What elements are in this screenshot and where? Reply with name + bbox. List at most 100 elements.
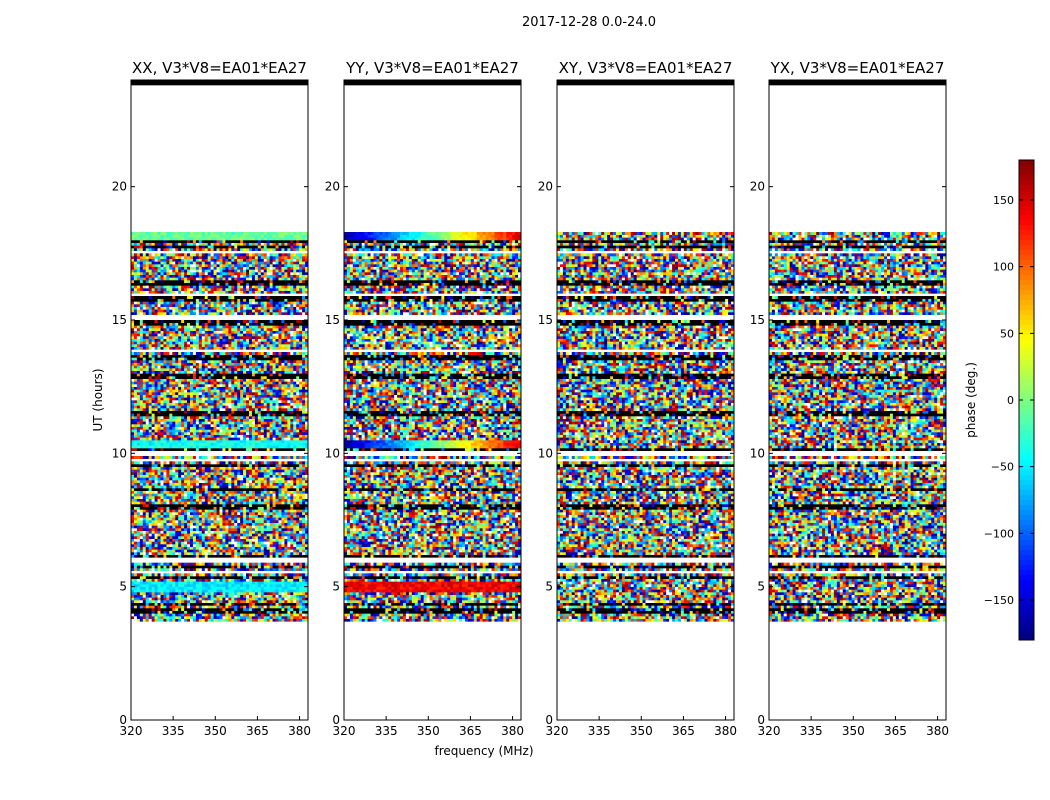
heatmap-cell: [305, 517, 308, 521]
heatmap-cell: [190, 506, 194, 510]
heatmap-cell: [195, 405, 200, 409]
heatmap-cell: [195, 565, 200, 569]
heatmap-cell: [139, 432, 144, 435]
heatmap-cell: [192, 544, 197, 547]
heatmap-cell: [284, 581, 288, 585]
heatmap-cell: [207, 597, 211, 601]
heatmap-cell: [266, 482, 270, 486]
heatmap-cell: [222, 440, 226, 443]
heatmap-cell: [178, 610, 182, 614]
heatmap-cell: [175, 578, 179, 582]
heatmap-cell: [163, 530, 167, 534]
heatmap-cell: [175, 477, 179, 481]
heatmap-cell: [148, 381, 152, 385]
heatmap-cell: [131, 384, 135, 387]
heatmap-cell: [157, 576, 161, 579]
heatmap-cell: [293, 437, 297, 441]
heatmap-cell: [181, 410, 185, 414]
heatmap-cell: [133, 501, 138, 505]
heatmap-cell: [225, 384, 229, 387]
heatmap-cell: [263, 536, 267, 539]
heatmap-cell: [228, 536, 232, 539]
heatmap-cell: [290, 405, 294, 409]
heatmap-cell: [166, 536, 170, 539]
heatmap-cell: [266, 538, 270, 542]
heatmap-cell: [181, 517, 185, 521]
heatmap-cell: [175, 440, 179, 443]
heatmap-cell: [154, 424, 158, 427]
heatmap-cell: [234, 602, 238, 606]
heatmap-cell: [166, 477, 170, 481]
heatmap-cell: [166, 562, 170, 566]
heatmap-cell: [225, 594, 229, 598]
heatmap-cell: [246, 528, 250, 531]
heatmap-cell: [154, 490, 158, 494]
heatmap-cell: [198, 584, 203, 587]
heatmap-cell: [287, 538, 291, 542]
heatmap-cell: [260, 461, 265, 465]
heatmap-cell: [184, 506, 188, 510]
heatmap-cell: [172, 469, 176, 473]
heatmap-cell: [254, 466, 259, 470]
heatmap-cell: [299, 400, 303, 403]
heatmap-cell: [190, 544, 194, 547]
heatmap-cell: [151, 512, 155, 515]
heatmap-cell: [160, 586, 164, 590]
heatmap-cell: [133, 546, 138, 550]
heatmap-cell: [184, 586, 188, 590]
heatmap-cell: [290, 554, 294, 558]
heatmap-cell: [210, 448, 214, 451]
heatmap-cell: [166, 506, 170, 510]
heatmap-cell: [210, 474, 214, 478]
heatmap-cell: [142, 520, 147, 523]
heatmap-cell: [272, 597, 276, 601]
heatmap-cell: [287, 392, 291, 395]
heatmap-cell: [163, 466, 167, 470]
heatmap-cell: [157, 514, 161, 518]
heatmap-cell: [225, 586, 229, 590]
heatmap-cell: [225, 434, 229, 438]
heatmap-cell: [237, 442, 241, 446]
heatmap-cell: [151, 520, 155, 523]
heatmap-cell: [243, 584, 247, 587]
heatmap-cell: [219, 496, 223, 499]
heatmap-cell: [131, 616, 135, 619]
heatmap-cell: [237, 528, 241, 531]
heatmap-cell: [148, 490, 152, 494]
heatmap-cell: [243, 418, 247, 422]
heatmap-cell: [254, 549, 259, 553]
heatmap-cell: [216, 498, 220, 502]
heatmap-cell: [131, 410, 135, 414]
heatmap-cell: [266, 525, 270, 529]
heatmap-cell: [263, 432, 267, 435]
heatmap-cell: [284, 389, 288, 393]
heatmap-cell: [299, 405, 303, 409]
heatmap-cell: [151, 448, 155, 451]
heatmap-cell: [275, 608, 279, 611]
heatmap-cell: [187, 386, 191, 390]
heatmap-cell: [287, 594, 291, 598]
heatmap-cell: [257, 506, 262, 510]
heatmap-cell: [231, 394, 235, 398]
heatmap-cell: [201, 434, 206, 438]
heatmap-cell: [136, 429, 141, 433]
heatmap-cell: [145, 605, 149, 609]
heatmap-cell: [133, 581, 138, 585]
heatmap-cell: [201, 554, 206, 558]
heatmap-cell: [284, 410, 288, 414]
heatmap-cell: [299, 581, 303, 585]
heatmap-cell: [184, 416, 188, 419]
heatmap-cell: [190, 581, 194, 585]
heatmap-cell: [266, 549, 270, 553]
heatmap-cell: [296, 554, 300, 558]
heatmap-cell: [142, 389, 147, 393]
heatmap-cell: [266, 517, 270, 521]
heatmap-cell: [131, 408, 135, 411]
heatmap-cell: [302, 474, 306, 478]
heatmap-cell: [145, 410, 149, 414]
heatmap-cell: [210, 437, 214, 441]
heatmap-cell: [240, 445, 244, 449]
heatmap-cell: [148, 568, 152, 571]
heatmap-cell: [195, 501, 200, 505]
heatmap-cell: [284, 600, 288, 603]
